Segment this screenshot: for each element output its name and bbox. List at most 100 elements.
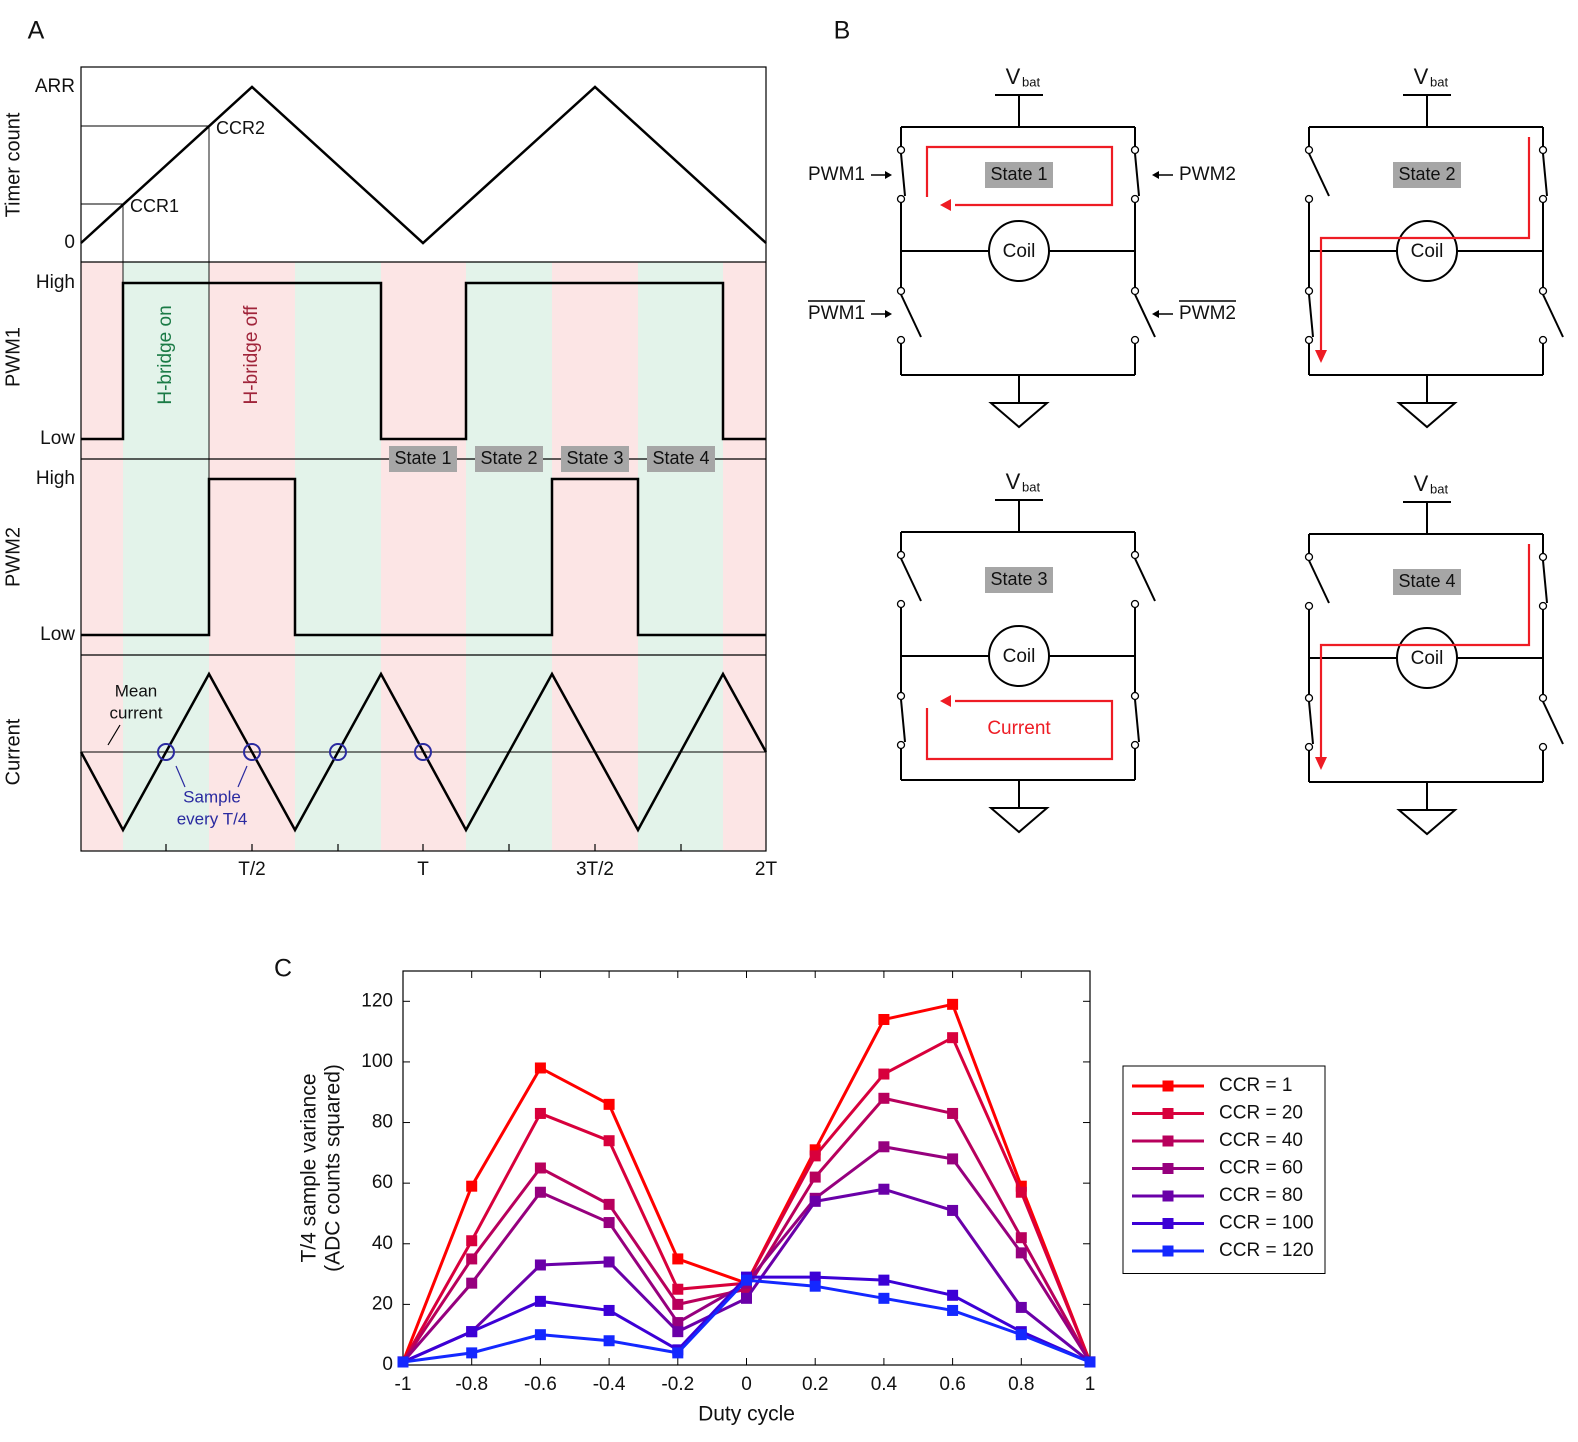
- legend-swatch: [1162, 1108, 1174, 1119]
- switch-contact: [896, 145, 906, 155]
- series-marker: [603, 1217, 615, 1229]
- x-tick-label: 1: [1085, 1374, 1096, 1395]
- x-tick-label: T: [417, 859, 429, 880]
- switch-contact: [1538, 601, 1548, 611]
- switch-blade: [1542, 153, 1548, 197]
- series-marker: [466, 1180, 478, 1192]
- x-tick-label: 0.6: [939, 1374, 965, 1395]
- switch-contact: [896, 194, 906, 204]
- series-marker: [1015, 1232, 1027, 1244]
- state-label: State 2: [480, 448, 537, 468]
- state-box: [985, 567, 1053, 593]
- phase-band: [466, 262, 552, 851]
- y-tick-label: High: [36, 468, 75, 489]
- current-path: [1319, 137, 1531, 352]
- legend-swatch: [1162, 1080, 1174, 1092]
- y-tick-label: ARR: [35, 76, 75, 97]
- series-marker: [878, 1092, 890, 1104]
- series-marker: [534, 1107, 546, 1119]
- annotation-arrow: [107, 724, 121, 746]
- coil: [988, 220, 1050, 282]
- y-axis-label: Timer count: [2, 112, 24, 217]
- y-tick-label: 120: [361, 990, 393, 1011]
- y-tick-label: 60: [372, 1172, 393, 1193]
- series-marker: [672, 1347, 684, 1359]
- switch-contact: [1538, 552, 1548, 562]
- x-tick-label: T/2: [238, 859, 265, 880]
- current-path: [925, 699, 1114, 761]
- legend-swatch: [1162, 1245, 1174, 1257]
- phase-band: [381, 262, 466, 851]
- state-label: State 4: [652, 448, 709, 468]
- series-marker: [741, 1292, 752, 1304]
- state-label: State 2: [1398, 164, 1455, 184]
- series-marker: [878, 1068, 890, 1080]
- label-arrowhead: [1152, 171, 1159, 179]
- series-marker: [534, 1329, 546, 1341]
- state-label: State 3: [566, 448, 623, 468]
- series-marker: [672, 1326, 684, 1338]
- switch-contact: [896, 286, 906, 296]
- series-marker: [1015, 1329, 1027, 1341]
- x-tick-label: 3T/2: [576, 859, 614, 880]
- series-marker: [603, 1256, 615, 1268]
- switch-contact: [1538, 742, 1548, 752]
- pwm2-wave: [81, 477, 766, 637]
- series-marker: [809, 1171, 821, 1183]
- supply-label: bat: [1022, 74, 1040, 89]
- series-marker: [603, 1335, 615, 1347]
- series-marker: [741, 1274, 752, 1286]
- phase-band: [638, 262, 723, 851]
- y-axis-label: Current: [2, 718, 24, 785]
- supply-label: V: [1414, 471, 1429, 496]
- y-tick-label: 80: [372, 1112, 393, 1133]
- phase-band: [552, 262, 638, 851]
- series-marker: [534, 1259, 546, 1271]
- series-marker: [397, 1356, 409, 1368]
- switch-contact: [1130, 599, 1140, 609]
- coil-label: Coil: [1411, 648, 1444, 669]
- switch-contact: [1538, 145, 1548, 155]
- legend-swatch: [1162, 1218, 1174, 1229]
- switch-label: PWM1: [808, 164, 865, 185]
- series-marker: [947, 1204, 959, 1216]
- state-box: [1393, 569, 1461, 595]
- x-tick-label: 0.2: [802, 1374, 828, 1395]
- series-marker: [947, 1032, 959, 1044]
- series-marker: [466, 1235, 478, 1247]
- current-label: Current: [987, 718, 1051, 739]
- series-marker: [878, 1183, 890, 1195]
- series-marker: [603, 1098, 615, 1110]
- x-tick-label: 0.8: [1008, 1374, 1034, 1395]
- coil: [988, 625, 1050, 687]
- x-tick-label: -0.2: [661, 1374, 694, 1395]
- series-marker: [466, 1326, 478, 1338]
- state-label: State 1: [394, 448, 451, 468]
- switch-contact: [1538, 335, 1548, 345]
- y-axis-label: PWM2: [2, 527, 24, 587]
- series-line: [401, 1002, 1092, 1363]
- series-marker: [672, 1283, 684, 1295]
- current-wave: [79, 671, 768, 833]
- series-marker: [672, 1298, 684, 1310]
- x-tick-label: 0.4: [871, 1374, 898, 1395]
- y-axis-label: (ADC counts squared): [322, 1064, 345, 1272]
- annotation: Sample: [183, 787, 241, 806]
- state-box: [985, 162, 1053, 188]
- y-axis-label: T/4 sample variance: [298, 1073, 321, 1262]
- annotation: every T/4: [177, 809, 248, 828]
- state-label: State 3: [990, 569, 1047, 589]
- switch-blade: [1134, 153, 1140, 197]
- state-box: [647, 446, 715, 472]
- sample-point: [243, 743, 261, 761]
- switch-contact: [896, 550, 906, 560]
- switch-contact: [896, 691, 906, 701]
- switch-contact: [1304, 335, 1314, 345]
- legend-swatch: [1162, 1135, 1174, 1147]
- y-tick-label: 100: [361, 1051, 393, 1072]
- switch-contact: [1304, 145, 1314, 155]
- compare-label: CCR1: [130, 196, 179, 216]
- legend-label: CCR = 120: [1219, 1240, 1314, 1261]
- label-arrowhead: [885, 171, 892, 179]
- switch-contact: [1130, 335, 1140, 345]
